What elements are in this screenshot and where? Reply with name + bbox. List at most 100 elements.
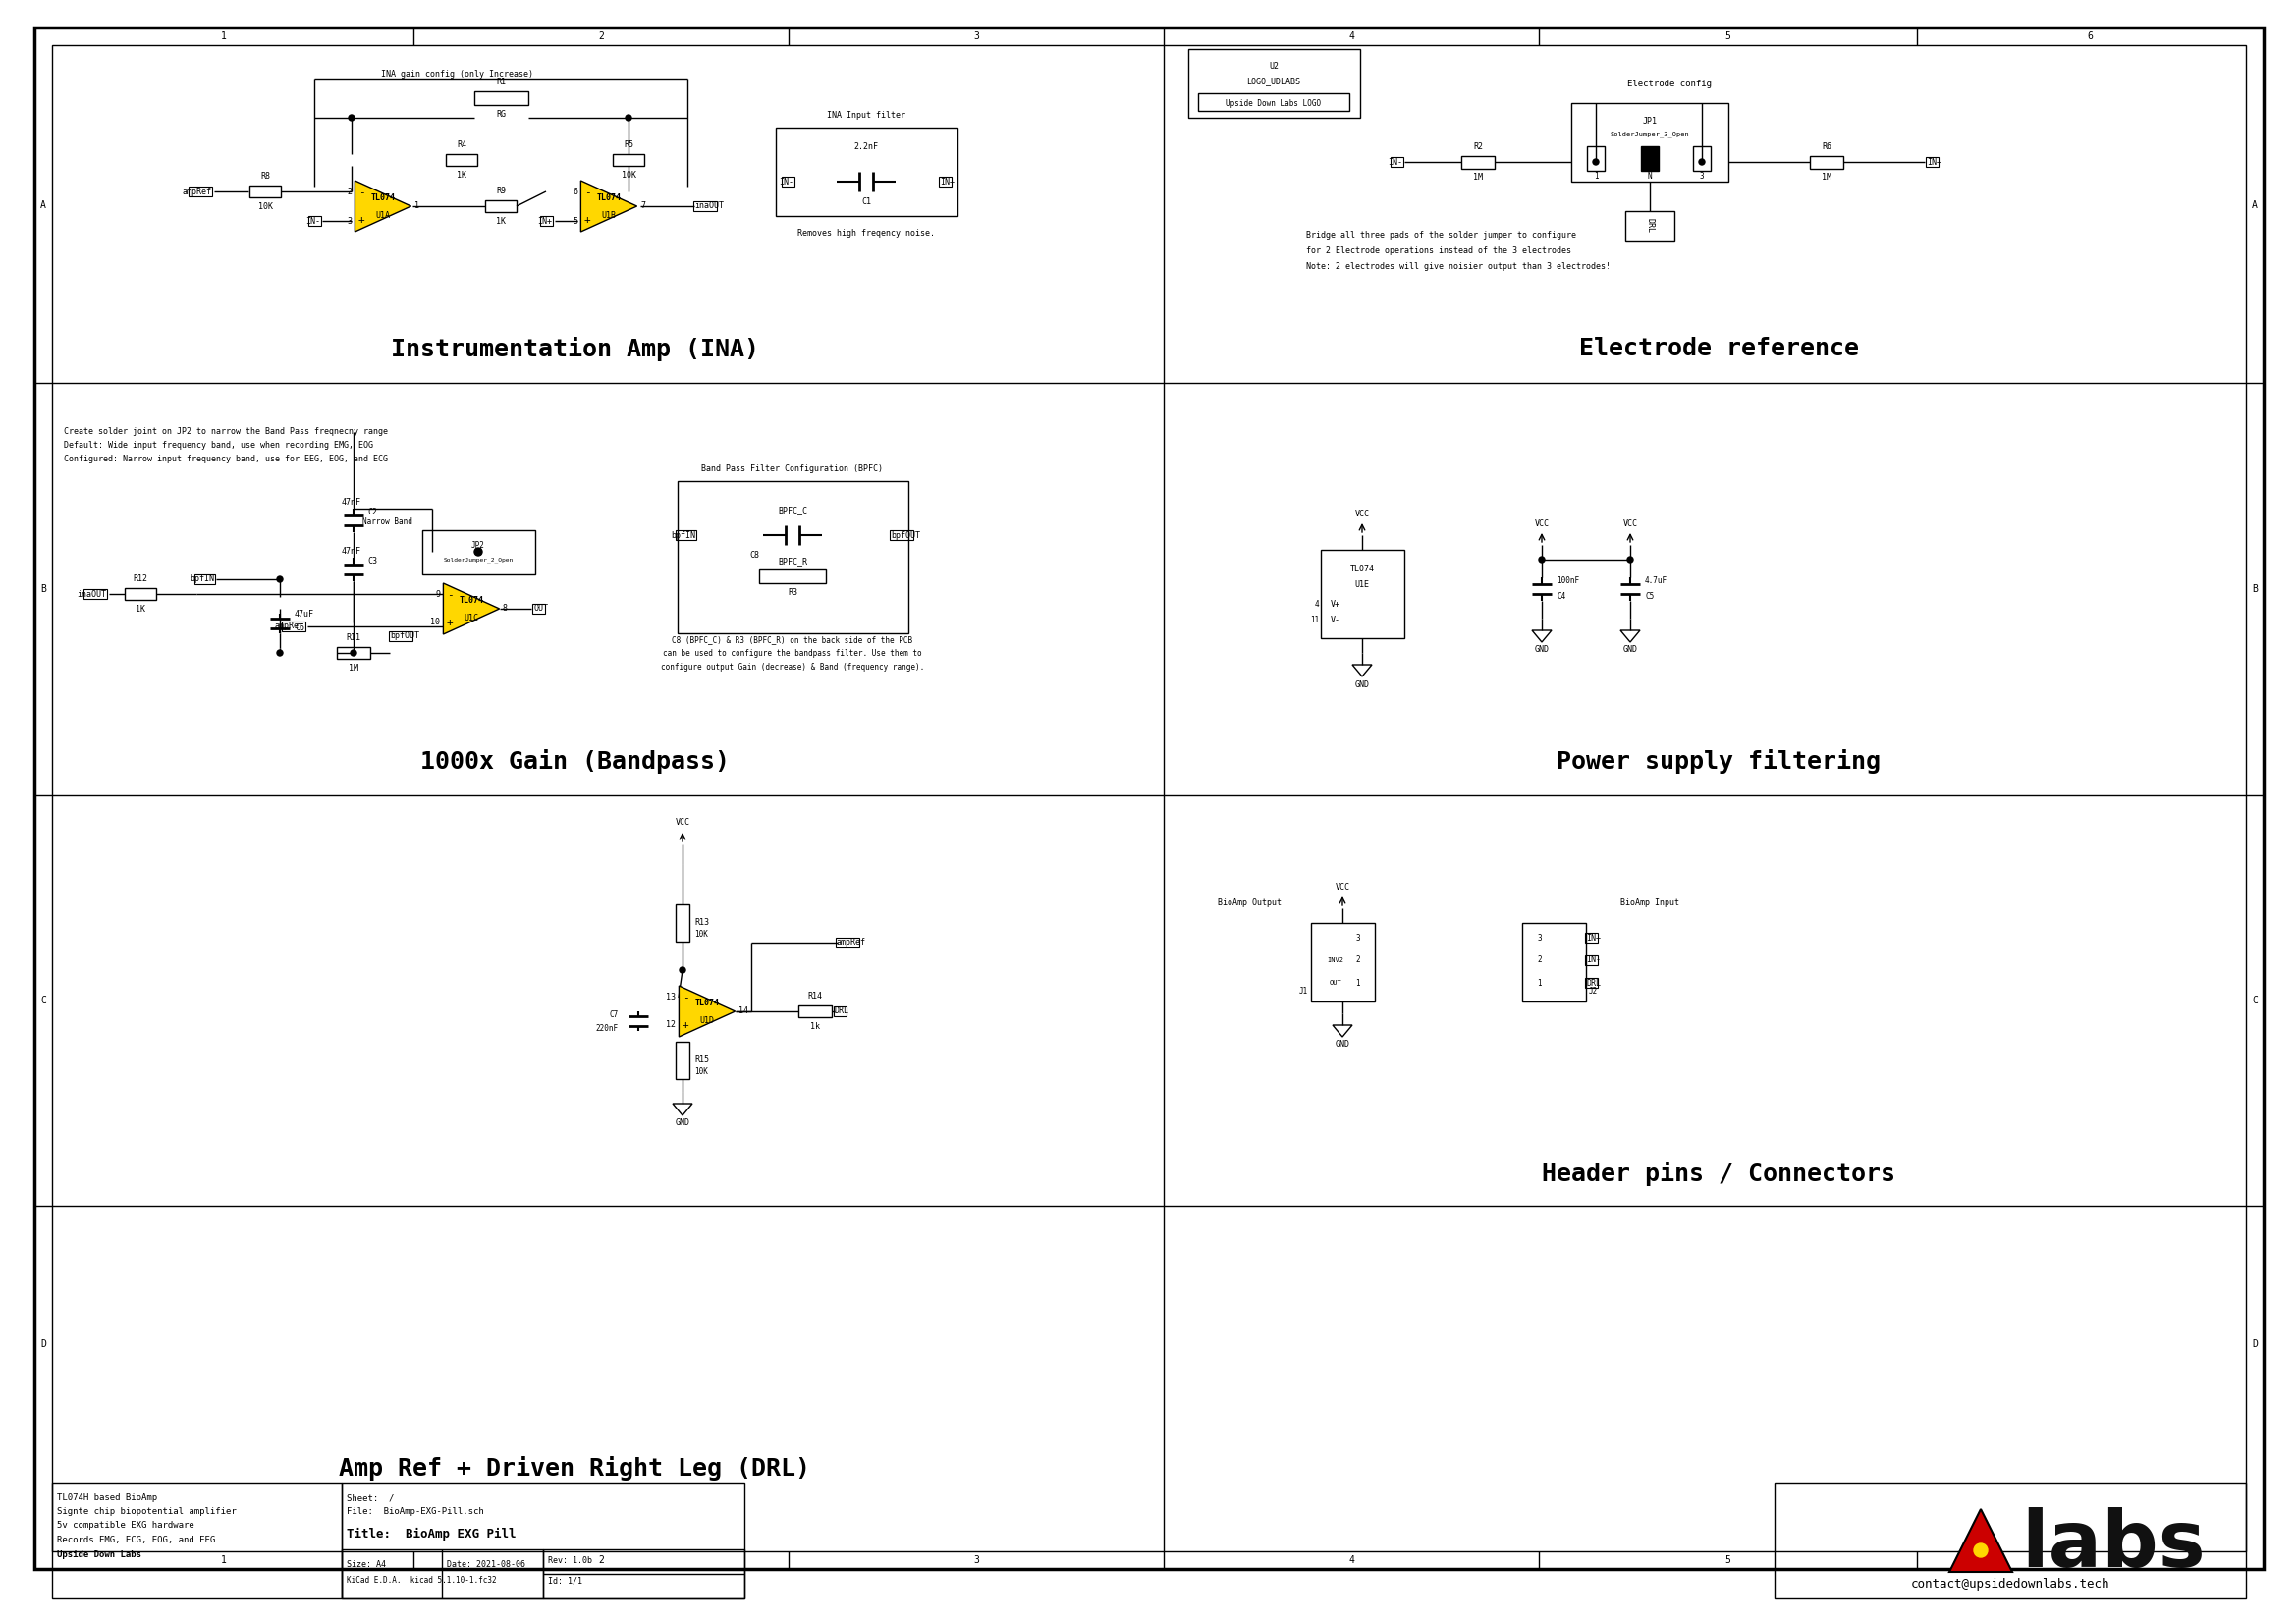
Text: Narrow Band: Narrow Band [363,518,413,527]
Text: 3: 3 [347,216,351,226]
Text: bpfIN: bpfIN [670,531,696,539]
Text: +: + [583,214,590,226]
Text: 11: 11 [1309,617,1318,625]
Text: +: + [682,1021,689,1031]
Text: A: A [41,200,46,209]
Text: GND: GND [675,1118,689,1128]
Bar [675,1042,689,1079]
Text: 5: 5 [1724,1555,1731,1565]
Bar [250,185,280,198]
Text: Signte chip biopotential amplifier: Signte chip biopotential amplifier [57,1508,236,1516]
Bar [1584,979,1598,987]
Text: C7: C7 [611,1010,618,1019]
Bar [484,200,517,213]
Text: IN-: IN- [1587,956,1600,964]
Text: -: - [358,188,365,198]
Text: R15: R15 [693,1057,709,1065]
Text: JP2: JP2 [471,540,484,549]
Text: TL074: TL074 [370,193,395,203]
Circle shape [625,115,631,120]
Bar [422,531,535,575]
Bar [1460,156,1495,169]
Text: 1K: 1K [457,170,466,180]
Circle shape [278,576,282,583]
Text: LOGO_UDLABS: LOGO_UDLABS [1247,76,1302,86]
Text: labs: labs [2020,1508,2206,1584]
Polygon shape [356,180,411,232]
Text: C8 (BPFC_C) & R3 (BPFC_R) on the back side of the PCB: C8 (BPFC_C) & R3 (BPFC_R) on the back si… [673,636,914,644]
Text: 5: 5 [572,216,576,226]
Text: INA Input filter: INA Input filter [827,112,905,120]
Text: C: C [2252,995,2257,1005]
Text: C: C [41,995,46,1005]
Text: 1K: 1K [496,217,505,226]
Text: 10K: 10K [622,170,636,180]
Text: R14: R14 [808,992,822,1000]
Text: J2: J2 [1589,987,1598,997]
Bar [1626,211,1674,240]
Text: R12: R12 [133,575,147,583]
Bar [83,589,108,599]
Text: 6: 6 [2087,31,2094,41]
Text: 10K: 10K [693,1068,707,1076]
Text: 3: 3 [974,1555,978,1565]
Bar [799,1005,831,1018]
Text: C2: C2 [367,508,377,518]
Text: 3: 3 [974,31,978,41]
Bar [891,531,914,540]
Text: D: D [41,1339,46,1349]
Text: 1: 1 [220,1555,227,1565]
Text: 1M: 1M [1474,172,1483,182]
Polygon shape [443,583,501,635]
Text: GND: GND [1534,646,1550,654]
Circle shape [1628,557,1632,563]
Text: R6: R6 [1821,143,1832,151]
Text: 10K: 10K [693,930,707,940]
Bar [1584,956,1598,966]
Text: R13: R13 [693,919,709,927]
Bar [342,1550,544,1599]
Text: OUT: OUT [1329,980,1341,985]
Bar [939,177,953,187]
Bar [1311,923,1375,1001]
Text: 1: 1 [1355,979,1359,987]
Text: Records EMG, ECG, EOG, and EEG: Records EMG, ECG, EOG, and EEG [57,1535,216,1543]
Text: Header pins / Connectors: Header pins / Connectors [1543,1160,1894,1185]
Text: GND: GND [1355,680,1368,688]
Text: BioAmp Input: BioAmp Input [1621,899,1678,907]
Text: C6: C6 [294,623,305,633]
Text: Electrode config: Electrode config [1628,80,1713,88]
Bar [781,177,794,187]
Text: IN-: IN- [305,216,319,226]
Text: 7: 7 [641,201,645,211]
Text: VCC: VCC [1355,510,1368,518]
Text: TL074: TL074 [1350,565,1375,575]
Text: Band Pass Filter Configuration (BPFC): Band Pass Filter Configuration (BPFC) [703,464,884,474]
Bar [540,216,553,226]
Text: 1M: 1M [349,664,358,672]
Text: INV2: INV2 [1327,958,1343,962]
Circle shape [278,649,282,656]
Bar [342,1482,744,1599]
Text: File:  BioAmp-EXG-Pill.sch: File: BioAmp-EXG-Pill.sch [347,1508,484,1516]
Text: Amp Ref + Driven Right Leg (DRL): Amp Ref + Driven Right Leg (DRL) [340,1456,810,1480]
Bar [675,904,689,941]
Bar [188,187,211,196]
Bar [338,648,370,659]
Text: R5: R5 [625,141,634,149]
Circle shape [680,967,687,974]
Bar [1584,933,1598,943]
Bar [1809,156,1844,169]
Circle shape [1975,1543,1988,1556]
Text: R4: R4 [457,141,466,149]
Text: 100nF: 100nF [1557,576,1580,586]
Text: Removes high freqency noise.: Removes high freqency noise. [797,229,934,239]
Text: inaOUT: inaOUT [693,201,723,211]
Circle shape [1699,159,1706,166]
Text: 47nF: 47nF [342,547,360,557]
Bar [388,631,413,641]
Circle shape [351,649,356,656]
Text: 47nF: 47nF [342,498,360,506]
Text: 2: 2 [599,1555,604,1565]
Text: Electrode reference: Electrode reference [1580,338,1857,360]
